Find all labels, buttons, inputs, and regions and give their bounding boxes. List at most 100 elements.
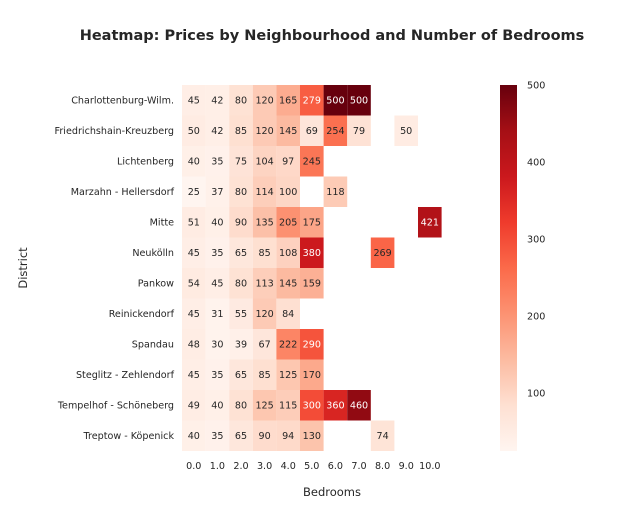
heatmap-cell (205, 237, 230, 268)
cell-value-label: 51 (188, 218, 200, 229)
cell-value-label: 145 (279, 279, 297, 290)
cell-value-label: 254 (326, 126, 344, 137)
x-tick-label: 1.0 (210, 461, 225, 472)
heatmap-cell (205, 329, 230, 360)
cell-value-label: 165 (279, 96, 297, 107)
heatmap-cell (229, 268, 253, 299)
cell-value-label: 35 (211, 431, 223, 442)
heatmap-cell (394, 115, 418, 146)
cell-value-label: 380 (303, 248, 321, 259)
cell-value-label: 245 (303, 157, 321, 168)
heatmap-cell (300, 85, 324, 116)
heatmap-cells: 45 42 80 120 165 279 500 500 50 42 85 120 145 69 254 79… (182, 85, 442, 451)
cell-value-label: 85 (235, 126, 247, 137)
heatmap-cell (418, 207, 442, 238)
cell-value-label: 500 (326, 96, 344, 107)
cell-value-label: 90 (258, 431, 270, 442)
heatmap-cell (182, 268, 206, 299)
heatmap-cell (300, 207, 324, 238)
heatmap-cell (323, 85, 348, 116)
heatmap-cell (252, 268, 277, 299)
heatmap-cell (205, 146, 230, 177)
cell-value-label: 80 (235, 401, 247, 412)
y-tick-label: Tempelhof - Schöneberg (57, 401, 174, 412)
heatmap-cell (182, 85, 206, 116)
heatmap-cell (347, 115, 371, 146)
cell-value-label: 113 (255, 279, 273, 290)
heatmap-cell (300, 420, 324, 451)
heatmap-cell (205, 390, 230, 421)
cell-value-label: 118 (326, 187, 344, 198)
heatmap-cell (229, 390, 253, 421)
cell-value-label: 50 (400, 126, 412, 137)
colorbar-tick-label: 100 (527, 389, 545, 400)
cell-value-label: 120 (255, 126, 273, 137)
heatmap-cell (276, 115, 300, 146)
heatmap-cell (229, 359, 253, 390)
heatmap-cell (252, 207, 277, 238)
heatmap-cell (252, 420, 277, 451)
cell-value-label: 75 (235, 157, 247, 168)
heatmap-cell (205, 298, 230, 329)
cell-value-label: 125 (279, 370, 297, 381)
heatmap-cell (252, 298, 277, 329)
cell-value-label: 85 (258, 248, 270, 259)
heatmap-cell (252, 85, 277, 116)
heatmap-cell (252, 329, 277, 360)
heatmap-cell (252, 237, 277, 268)
x-tick-label: 8.0 (375, 461, 390, 472)
heatmap-cell (370, 237, 395, 268)
heatmap-cell (229, 115, 253, 146)
cell-value-label: 279 (303, 96, 321, 107)
cell-value-label: 145 (279, 126, 297, 137)
cell-value-label: 40 (188, 431, 200, 442)
heatmap-cell (229, 420, 253, 451)
y-tick-labels: Charlottenburg-Wilm. Friedrichshain-Kreuz… (55, 96, 175, 442)
heatmap-cell (182, 298, 206, 329)
cell-value-label: 125 (255, 401, 273, 412)
heatmap-cell (323, 115, 348, 146)
heatmap-cell (300, 115, 324, 146)
heatmap-cell (229, 298, 253, 329)
cell-value-label: 175 (303, 218, 321, 229)
heatmap-cell (205, 115, 230, 146)
cell-value-label: 50 (188, 126, 200, 137)
cell-value-label: 67 (258, 340, 270, 351)
cell-value-label: 40 (211, 401, 223, 412)
heatmap-cell (300, 237, 324, 268)
cell-value-label: 460 (350, 401, 368, 412)
cell-value-label: 159 (303, 279, 321, 290)
heatmap-cell (205, 420, 230, 451)
y-tick-label: Steglitz - Zehlendorf (76, 370, 175, 381)
x-tick-labels: 0.0 1.0 2.0 3.0 4.0 5.0 6.0 7.0 8.0 9.0 10.0 (186, 461, 440, 472)
cell-value-label: 45 (188, 309, 200, 320)
heatmap-cell (252, 390, 277, 421)
heatmap-cell (276, 268, 300, 299)
heatmap-cell (205, 176, 230, 207)
cell-value-label: 40 (188, 157, 200, 168)
cell-value-label: 45 (188, 248, 200, 259)
colorbar-tick-label: 200 (527, 312, 545, 323)
cell-value-label: 79 (353, 126, 365, 137)
chart-title: Heatmap: Prices by Neighbourhood and Num… (80, 28, 585, 44)
heatmap-cell (182, 420, 206, 451)
heatmap-cell (276, 146, 300, 177)
cell-value-label: 31 (211, 309, 223, 320)
colorbar-tick-label: 400 (527, 157, 545, 168)
y-tick-label: Friedrichshain-Kreuzberg (55, 126, 174, 137)
cell-value-label: 80 (235, 279, 247, 290)
heatmap-cell (252, 359, 277, 390)
cell-value-label: 45 (211, 279, 223, 290)
heatmap-cell (347, 85, 371, 116)
cell-value-label: 37 (211, 187, 223, 198)
cell-value-label: 35 (211, 248, 223, 259)
colorbar-ticks: 100 200 300 400 500 (527, 80, 545, 399)
y-tick-label: Spandau (132, 340, 174, 351)
cell-value-label: 115 (279, 401, 297, 412)
cell-value-label: 97 (282, 157, 294, 168)
x-tick-label: 5.0 (304, 461, 319, 472)
y-tick-label: Neukölln (132, 248, 174, 259)
heatmap-cell (229, 329, 253, 360)
cell-value-label: 30 (211, 340, 223, 351)
